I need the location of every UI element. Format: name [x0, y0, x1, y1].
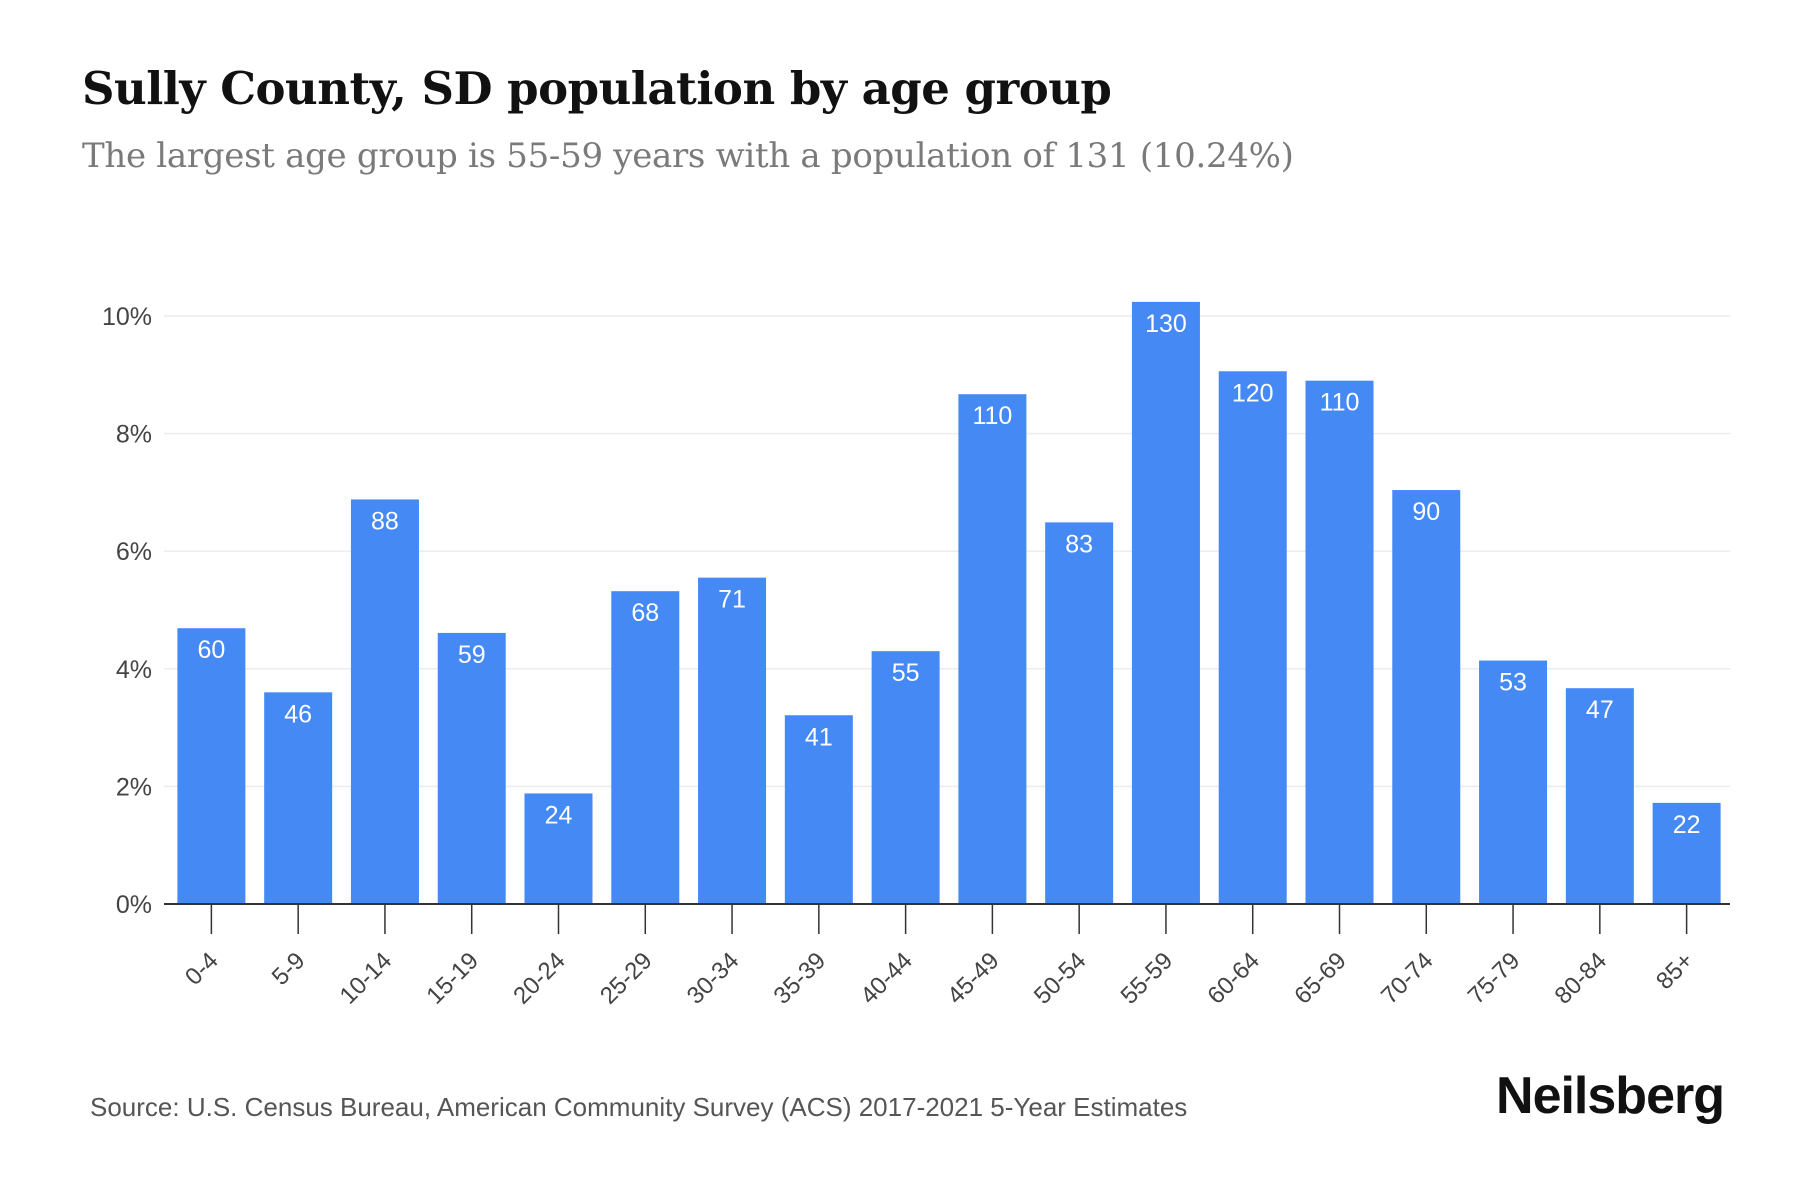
bar-value-label: 130 [1145, 310, 1187, 338]
bar [1131, 301, 1200, 904]
bar [611, 591, 680, 904]
x-tick-label: 40-44 [855, 947, 918, 1010]
bar-value-label: 59 [458, 641, 486, 669]
bar-value-label: 24 [545, 801, 573, 829]
bar-value-label: 71 [718, 586, 746, 614]
x-tick-label: 15-19 [421, 947, 484, 1010]
bar-value-label: 41 [805, 723, 833, 751]
x-tick-label: 35-39 [769, 947, 832, 1010]
y-tick-label: 0% [116, 891, 152, 919]
bar-value-label: 110 [972, 402, 1012, 430]
bar [1045, 522, 1114, 904]
y-tick-label: 10% [102, 303, 152, 331]
y-tick-label: 6% [116, 538, 152, 566]
chart-title: Sully County, SD population by age group [82, 62, 1112, 115]
y-tick-label: 4% [116, 656, 152, 684]
brand-logo: Neilsberg [1496, 1067, 1725, 1125]
bar-chart: 0% 2% 4% 6% 8% 10% 60 0-4 46 5-9 88 10-14 59 15-19 24 2… [102, 301, 1730, 1010]
bar-value-label: 47 [1586, 696, 1614, 724]
x-tick-label: 85+ [1651, 947, 1699, 995]
x-tick-label: 65-69 [1289, 947, 1352, 1010]
bar-value-label: 110 [1320, 389, 1360, 417]
bar [784, 715, 853, 904]
bar-value-label: 60 [197, 636, 225, 664]
x-tick-label: 75-79 [1463, 947, 1526, 1010]
bar-value-label: 90 [1412, 498, 1440, 526]
x-tick-label: 20-24 [508, 947, 571, 1010]
x-tick-label: 70-74 [1376, 947, 1439, 1010]
x-tick-label: 30-34 [682, 947, 745, 1010]
bar [1305, 380, 1374, 904]
bar [1479, 660, 1548, 904]
y-tick-label: 2% [116, 773, 152, 801]
x-tick-label: 45-49 [942, 947, 1005, 1010]
bar-value-label: 68 [631, 599, 659, 627]
bar-value-label: 83 [1065, 530, 1093, 558]
x-tick-label: 25-29 [595, 947, 658, 1010]
y-tick-label: 8% [116, 421, 152, 449]
bar [698, 577, 767, 904]
bar [871, 651, 940, 904]
bar [1392, 490, 1461, 904]
bar-value-label: 120 [1232, 379, 1274, 407]
bar [437, 632, 506, 904]
bar-value-label: 46 [284, 700, 312, 728]
bar-value-label: 53 [1499, 669, 1527, 697]
bar [1652, 802, 1721, 904]
x-tick-label: 50-54 [1029, 947, 1092, 1010]
source-note: Source: U.S. Census Bureau, American Com… [90, 1092, 1188, 1122]
bar [958, 394, 1027, 904]
x-tick-label: 55-59 [1116, 947, 1179, 1010]
bar [264, 692, 333, 904]
bar-value-label: 22 [1673, 811, 1701, 839]
bar [177, 628, 246, 904]
bar [1218, 371, 1287, 905]
chart-subtitle: The largest age group is 55-59 years wit… [82, 136, 1294, 176]
bar-value-label: 55 [892, 659, 920, 687]
bar-value-label: 88 [371, 507, 399, 535]
x-tick-label: 0-4 [180, 947, 224, 991]
bar [1565, 688, 1634, 904]
bar [524, 793, 593, 904]
x-tick-label: 80-84 [1550, 947, 1613, 1010]
bar [350, 499, 419, 904]
x-tick-label: 10-14 [335, 947, 398, 1010]
x-tick-label: 5-9 [267, 947, 311, 991]
x-tick-label: 60-64 [1202, 947, 1265, 1010]
